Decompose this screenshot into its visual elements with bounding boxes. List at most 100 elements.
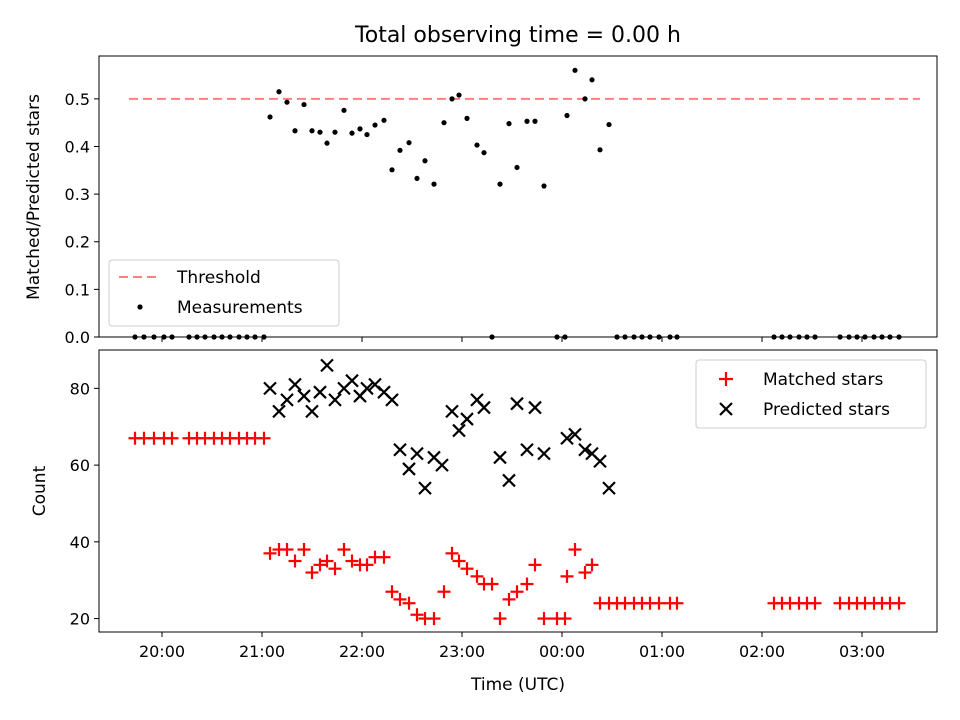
predicted-star-point [537,446,551,461]
matched-star-point [670,596,684,610]
matched-star-point [328,562,342,576]
measurement-point [211,334,217,340]
predicted-star-point [393,442,407,457]
predicted-star-point [593,454,607,469]
bottom-x-axis: 20:00 21:00 22:00 23:00 00:00 01:00 02:00 03:00 [139,632,885,661]
bottom-x-tick-label: 20:00 [139,642,185,661]
measurement-point [132,334,138,340]
matched-star-point [402,596,416,610]
measurement-point [524,118,530,124]
matched-star-point [568,543,582,557]
predicted-star-stroke [528,400,542,415]
predicted-star-stroke [345,373,359,388]
measurement-point [589,77,595,83]
measurement-point [219,334,225,340]
predicted-star-point [435,458,449,472]
predicted-star-stroke [305,404,319,419]
measurement-point [151,334,157,340]
predicted-star-point [297,389,311,403]
predicted-star-stroke [402,462,416,476]
predicted-star-stroke [435,458,449,472]
legend-matched-label: Matched stars [763,370,883,390]
measurement-point [481,150,487,156]
predicted-star-stroke [602,481,616,495]
bottom-x-tick-label: 02:00 [739,642,785,661]
predicted-star-stroke [520,442,534,457]
measurement-point [364,131,370,138]
measurement-point [489,334,495,340]
measurement-point [871,334,877,340]
matched-star-point [297,543,311,557]
measurement-point [194,334,200,340]
predicted-star-point [477,400,491,415]
measurement-point [357,126,363,132]
matched-star-point [485,577,499,591]
predicted-star-stroke [445,404,459,419]
measurement-point [381,117,387,123]
measurement-point [422,158,428,164]
predicted-star-point [510,396,524,411]
bottom-y-tick-label: 40 [70,533,90,552]
measurement-point [474,142,480,148]
matched-star-point [377,550,391,564]
measurement-point [309,128,315,134]
matched-star-point [470,569,484,583]
predicted-star-stroke [452,423,466,438]
predicted-star-point [460,412,474,426]
matched-star-point [305,566,319,580]
predicted-star-point [528,400,542,415]
predicted-star-point [452,423,466,438]
top-y-tick-label: 0.5 [65,90,90,109]
bottom-panel: 20 40 60 80 20:00 21:00 22:00 23:00 00:00 01:00 0… [30,349,938,695]
predicted-star-stroke [313,385,327,399]
measurement-point [397,147,403,153]
predicted-star-stroke [320,358,334,373]
measurement-point [667,334,673,340]
measurement-point [301,101,307,108]
matched-star-point [257,431,271,445]
measurement-point [879,334,885,340]
bottom-y-tick-label: 20 [70,610,90,629]
matched-star-point [337,543,351,557]
measurement-point [674,334,680,340]
predicted-star-stroke [410,446,424,461]
measurement-point [541,183,547,189]
measurement-point [896,334,902,340]
top-panel: Total observing time = 0.00 h 0.00.10.20… [24,23,938,347]
measurement-point [614,334,620,340]
legend-matched-swatch [719,372,733,386]
matched-star-point [410,608,424,622]
predicted-star-stroke [393,442,407,457]
matched-star-point [558,612,572,626]
predicted-star-point [288,377,302,392]
measurement-point [161,334,167,340]
measurement-point [554,334,560,340]
matched-star-point [537,612,551,626]
measurement-point [771,334,777,340]
predicted-star-point [313,385,327,399]
predicted-star-stroke [578,442,592,457]
predicted-star-stroke [377,385,391,399]
predicted-star-point [305,404,319,419]
predicted-star-point [578,442,592,457]
predicted-star-stroke [263,381,277,396]
measurement-points [132,67,902,340]
predicted-star-point [520,442,534,457]
predicted-star-point [410,446,424,461]
measurement-point [464,115,470,121]
measurement-point [169,334,175,340]
measurement-point [186,334,192,340]
measurement-point [796,334,802,340]
bottom-y-axis-label: Count [30,465,50,516]
measurement-point [324,140,330,146]
bottom-y-tick-label: 60 [70,456,90,475]
measurement-point [261,334,267,340]
top-y-tick-label: 0.0 [65,328,90,347]
matched-star-point [493,612,507,626]
measurement-point [341,107,347,113]
matched-star-point [263,546,277,560]
bottom-y-axis: 20 40 60 80 [70,379,99,629]
predicted-stars-points [263,358,616,495]
measurement-point [564,112,570,119]
